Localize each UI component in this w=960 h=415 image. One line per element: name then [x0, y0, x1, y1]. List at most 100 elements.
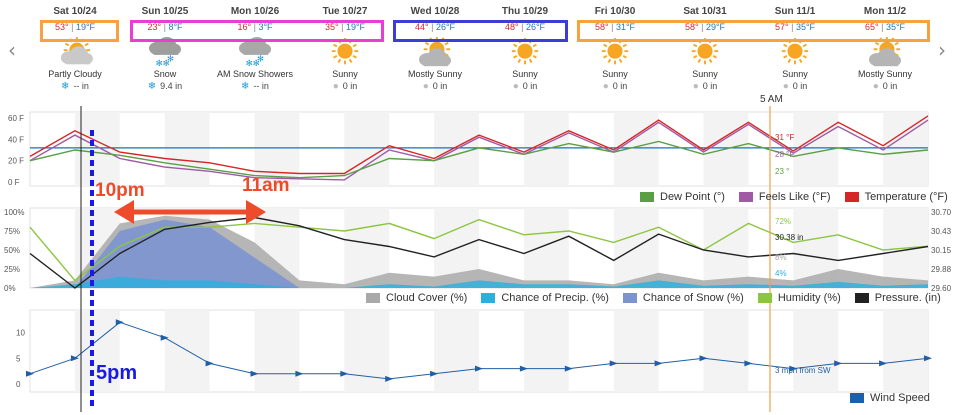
night-band: [523, 208, 569, 288]
y-tick-label: 0: [16, 380, 21, 389]
svg-text:✻✻: ✻✻: [156, 58, 170, 68]
legend-pressure: Pressure. (in): [854, 292, 941, 304]
night-band: [434, 310, 479, 392]
y-tick-label: 75%: [4, 227, 20, 236]
legend-dew-point: Dew Point (°): [640, 191, 725, 203]
wind-direction-arrow: [744, 360, 753, 367]
annotation-10pm: 10pm: [95, 180, 145, 201]
day-high: 44°: [414, 22, 429, 32]
wind-direction-arrow: [430, 370, 439, 377]
mostly-sunny-icon: [869, 37, 901, 67]
day-precip: ● 0 in: [602, 81, 628, 92]
wind-direction-arrow: [654, 360, 663, 367]
annotation-arrowhead-left: [114, 200, 134, 224]
wind-direction-arrow: [789, 365, 798, 372]
highlight-box-orange-1: [40, 20, 119, 42]
day-low: 35°F: [795, 22, 816, 32]
end-label: 28 °F: [775, 150, 794, 159]
y2-tick-label: 29.88: [931, 265, 952, 274]
legend-chance-precip: Chance of Precip. (%): [481, 292, 609, 304]
day-high: 65°: [864, 22, 879, 32]
raindrop-icon: ●: [332, 81, 339, 92]
night-band: [703, 310, 749, 392]
day-temps: 53° | 19°F: [54, 22, 96, 32]
day-low: 26°F: [525, 22, 546, 32]
day-low: 3°F: [258, 22, 273, 32]
day-column[interactable]: Sun 11/1 57° | 35°F Sunny ● 0 in: [750, 6, 840, 106]
day-high: 16°: [237, 22, 252, 32]
raindrop-icon: ●: [422, 81, 429, 92]
end-label: 3 mph from SW: [775, 366, 831, 375]
chevron-right-icon[interactable]: ›: [938, 38, 946, 62]
legend-wind: Wind Speed: [836, 392, 930, 404]
day-high: 58°: [684, 22, 699, 32]
day-label: Sun 11/1: [774, 6, 816, 17]
day-precip: ● 0 in: [512, 81, 538, 92]
day-temps: 23° | 8°F: [147, 22, 183, 32]
day-temps: 65° | 35°F: [864, 22, 906, 32]
wind-direction-arrow: [160, 334, 169, 341]
wind-direction-arrow: [924, 355, 932, 362]
day-condition: Partly Cloudy: [48, 69, 102, 79]
y-tick-label: 100%: [4, 208, 24, 217]
day-condition: Sunny: [782, 69, 808, 79]
day-high: 57°: [774, 22, 789, 32]
day-temps: 35° | 19°F: [324, 22, 366, 32]
day-high: 53°: [54, 22, 69, 32]
day-precip: ● 0 in: [422, 81, 448, 92]
y2-tick-label: 29.60: [931, 284, 952, 293]
chance-of-snow-area: [30, 219, 928, 288]
legend-cloud-cover: Cloud Cover (%): [366, 292, 467, 304]
day-low: 8°F: [168, 22, 183, 32]
night-band: [523, 310, 569, 392]
day-label: Sat 10/24: [53, 6, 97, 17]
day-column[interactable]: Mon 11/2 65° | 35°F Mostly Sunny ● 0 in: [840, 6, 930, 106]
annotation-11am: 11am: [242, 175, 290, 196]
day-column[interactable]: Thu 10/29 48° | 26°F Sunny ● 0 in: [480, 6, 570, 106]
legend-temperature-item: Temperature (°F): [844, 191, 948, 203]
feels-like-line: [29, 119, 929, 181]
pressure-line: [29, 216, 929, 289]
legend-feels-like: Feels Like (°F): [738, 191, 831, 203]
wind-direction-arrow: [340, 370, 349, 377]
night-band: [74, 310, 120, 392]
night-band: [344, 310, 390, 392]
highlight-box-pink: [130, 20, 384, 42]
day-condition: AM Snow Showers: [216, 69, 294, 79]
snowflake-icon: ❄: [241, 81, 250, 92]
day-low: 19°F: [345, 22, 366, 32]
day-precip: ● 0 in: [332, 81, 358, 92]
end-label: 31 °F: [775, 133, 794, 142]
day-column[interactable]: Tue 10/27 35° | 19°F Sunny ● 0 in: [300, 6, 390, 106]
raindrop-icon: ●: [872, 81, 879, 92]
raindrop-icon: ●: [512, 81, 519, 92]
wind-direction-arrow: [699, 355, 708, 362]
day-column[interactable]: Sat 10/24 53° | 19°F Partly Cloudy ❄ -- i…: [30, 6, 120, 106]
wind-direction-arrow: [475, 365, 483, 372]
day-temps: 44° | 26°F: [414, 22, 456, 32]
wind-direction-arrow: [609, 360, 618, 367]
night-band: [883, 112, 928, 186]
y2-tick-label: 30.70: [931, 208, 952, 217]
wind-direction-arrow: [205, 360, 214, 367]
day-condition: Mostly Sunny: [407, 69, 463, 79]
chevron-left-icon[interactable]: ‹: [8, 38, 16, 62]
y-tick-label: 60 F: [8, 114, 24, 123]
temperature-line: [29, 115, 929, 175]
day-column[interactable]: Wed 10/28 44° | 26°F Mostly Sunny ● 0 in: [390, 6, 480, 106]
legend-atmosphere: Cloud Cover (%) Chance of Precip. (%) Ch…: [352, 292, 941, 304]
highlight-box-orange-2: [577, 20, 930, 42]
end-label: 4%: [775, 269, 787, 278]
day-temps: 58° | 31°F: [594, 22, 636, 32]
y-tick-label: 25%: [4, 265, 20, 274]
day-label: Sun 10/25: [141, 6, 189, 17]
y-tick-label: 40 F: [8, 135, 24, 144]
day-precip: ❄ -- in: [241, 81, 269, 92]
night-band: [703, 208, 749, 288]
day-temps: 16° | 3°F: [237, 22, 273, 32]
day-label: Sat 10/31: [683, 6, 727, 17]
svg-text:✻: ✻: [257, 53, 264, 63]
day-low: 19°F: [75, 22, 96, 32]
day-label: Mon 10/26: [230, 6, 280, 17]
legend-temperature: Dew Point (°) Feels Like (°F) Temperatur…: [626, 191, 948, 203]
